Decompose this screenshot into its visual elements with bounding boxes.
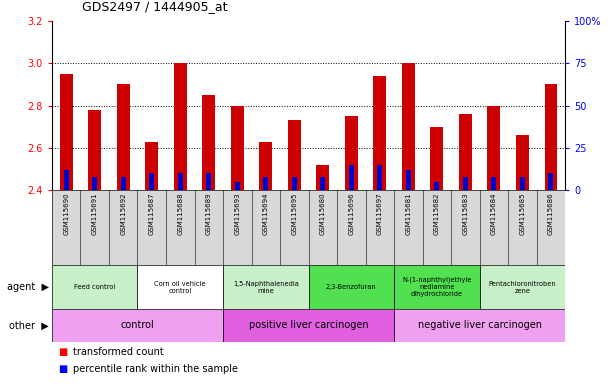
Text: GSM115695: GSM115695 xyxy=(291,192,298,235)
Bar xyxy=(231,106,244,190)
Bar xyxy=(89,110,101,190)
Text: positive liver carcinogen: positive liver carcinogen xyxy=(249,320,368,331)
Bar xyxy=(402,63,415,190)
Text: other  ▶: other ▶ xyxy=(9,320,49,331)
Text: 1,5-Naphthalenedia
mine: 1,5-Naphthalenedia mine xyxy=(233,281,299,293)
Bar xyxy=(373,76,386,190)
Text: percentile rank within the sample: percentile rank within the sample xyxy=(73,364,238,374)
Text: GSM115684: GSM115684 xyxy=(491,192,497,235)
Text: transformed count: transformed count xyxy=(73,347,164,357)
Bar xyxy=(92,177,97,190)
Bar xyxy=(206,173,211,190)
Text: ■: ■ xyxy=(58,347,67,357)
Text: GSM115692: GSM115692 xyxy=(120,192,126,235)
Bar xyxy=(235,182,240,190)
Bar xyxy=(260,141,273,190)
Bar xyxy=(548,173,554,190)
Text: GSM115690: GSM115690 xyxy=(63,192,69,235)
Bar xyxy=(149,173,155,190)
Bar xyxy=(120,177,126,190)
Text: GSM115681: GSM115681 xyxy=(405,192,411,235)
Text: control: control xyxy=(120,320,155,331)
Bar xyxy=(316,165,329,190)
Text: N-(1-naphthyl)ethyle
nediamine
dihydrochloride: N-(1-naphthyl)ethyle nediamine dihydroch… xyxy=(402,277,472,297)
Text: GSM115680: GSM115680 xyxy=(320,192,326,235)
Text: GSM115688: GSM115688 xyxy=(177,192,183,235)
Bar xyxy=(309,265,394,309)
Text: GSM115696: GSM115696 xyxy=(348,192,354,235)
Bar xyxy=(223,265,309,309)
Text: negative liver carcinogen: negative liver carcinogen xyxy=(418,320,541,331)
Text: ■: ■ xyxy=(58,364,67,374)
Text: Pentachloronitroben
zene: Pentachloronitroben zene xyxy=(489,281,556,293)
Bar xyxy=(516,135,529,190)
Bar xyxy=(434,182,439,190)
Bar xyxy=(377,165,382,190)
Bar xyxy=(320,177,326,190)
Bar xyxy=(520,177,525,190)
Bar xyxy=(544,84,557,190)
Bar xyxy=(459,114,472,190)
Bar xyxy=(291,177,297,190)
Bar xyxy=(64,170,69,190)
Text: GSM115686: GSM115686 xyxy=(548,192,554,235)
Bar xyxy=(202,95,215,190)
Bar xyxy=(223,309,394,342)
Bar xyxy=(491,177,497,190)
Text: Feed control: Feed control xyxy=(74,284,115,290)
Bar xyxy=(349,165,354,190)
Bar xyxy=(480,265,565,309)
Bar xyxy=(430,127,443,190)
Bar xyxy=(488,106,500,190)
Bar xyxy=(60,74,73,190)
Bar xyxy=(406,170,411,190)
Text: GSM115691: GSM115691 xyxy=(92,192,98,235)
Bar xyxy=(145,141,158,190)
Text: GSM115682: GSM115682 xyxy=(434,192,440,235)
Bar xyxy=(137,265,223,309)
Bar xyxy=(117,84,130,190)
Text: agent  ▶: agent ▶ xyxy=(7,282,49,292)
Bar xyxy=(345,116,357,190)
Text: GSM115689: GSM115689 xyxy=(206,192,212,235)
Bar xyxy=(178,173,183,190)
Text: GSM115683: GSM115683 xyxy=(463,192,469,235)
Text: GSM115694: GSM115694 xyxy=(263,192,269,235)
Text: Corn oil vehicle
control: Corn oil vehicle control xyxy=(155,281,206,293)
Bar xyxy=(174,63,187,190)
Bar xyxy=(463,177,468,190)
Text: GDS2497 / 1444905_at: GDS2497 / 1444905_at xyxy=(82,0,228,13)
Text: 2,3-Benzofuran: 2,3-Benzofuran xyxy=(326,284,376,290)
Text: GSM115687: GSM115687 xyxy=(148,192,155,235)
Bar xyxy=(394,265,480,309)
Bar xyxy=(394,309,565,342)
Bar xyxy=(263,177,268,190)
Text: GSM115693: GSM115693 xyxy=(234,192,240,235)
Bar xyxy=(52,265,137,309)
Text: GSM115685: GSM115685 xyxy=(519,192,525,235)
Text: GSM115697: GSM115697 xyxy=(377,192,383,235)
Bar xyxy=(52,309,223,342)
Bar xyxy=(288,120,301,190)
